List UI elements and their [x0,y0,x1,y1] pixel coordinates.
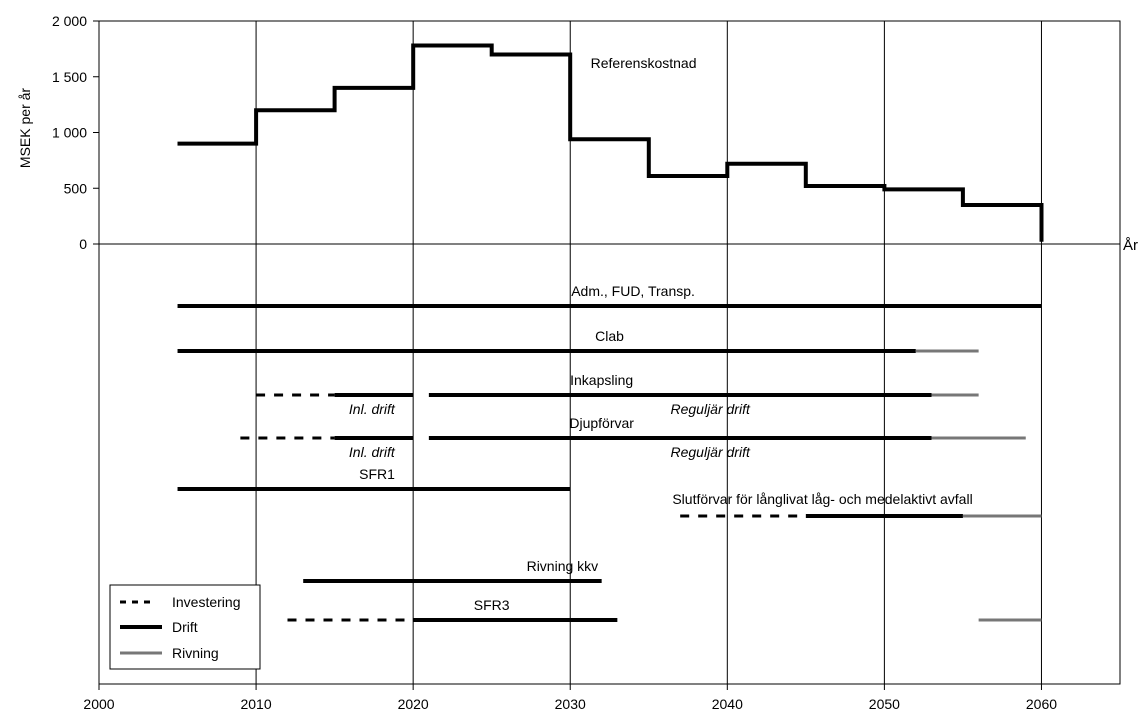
timeline-label-sfr3: SFR3 [474,597,510,613]
timeline-note-djupförvar: Inl. drift [349,444,396,460]
timeline-label-clab: Clab [595,328,624,344]
legend-label-rivning: Rivning [172,645,219,661]
x-tick-label: 2040 [712,696,743,712]
series-line-referenskostnad [177,43,1044,242]
timeline-label-adm-fud-transp: Adm., FUD, Transp. [571,283,695,299]
timeline-note-inkapsling: Inl. drift [349,401,396,417]
timeline-label-inkapsling: Inkapsling [570,372,633,388]
x-tick-label: 2060 [1026,696,1057,712]
timeline-label-sfr1: SFR1 [359,466,395,482]
plot-frame [98,20,1121,685]
timeline-note-djupförvar: Reguljär drift [670,444,750,460]
y-axis-ticks: 0 500 1 000 1 500 2 000 [52,13,99,252]
series-layer: Referenskostnad [177,43,1044,242]
y-axis-label: MSEK per år [17,88,33,168]
series-label-referenskostnad: Referenskostnad [591,55,697,71]
x-tick-label: 2030 [555,696,586,712]
y-tick-label: 2 000 [52,13,87,29]
x-tick-label: 2010 [240,696,271,712]
timeline-label-rivning-kkv: Rivning kkv [527,558,599,574]
timeline-note-inkapsling: Reguljär drift [670,401,750,417]
y-tick-label: 1 000 [52,125,87,141]
y-tick-label: 1 500 [52,69,87,85]
x-tick-label: 2000 [83,696,114,712]
x-tick-label: 2020 [398,696,429,712]
x-tick-label: 2050 [869,696,900,712]
legend-label-investering: Investering [172,594,240,610]
timeline-layer: Adm., FUD, Transp. Clab Inl. drift Reguljär… [177,283,1042,622]
legend: Investering Drift Rivning [109,584,261,670]
timeline-label-slutförvar-för-långlivat-låg-och-medelaktivt-avfall: Slutförvar för långlivat låg- och medela… [672,491,972,507]
y-tick-label: 500 [64,180,88,196]
timeline-label-djupförvar: Djupförvar [569,415,634,431]
grid-lines [255,21,1042,684]
y-tick-label: 0 [79,236,87,252]
legend-label-drift: Drift [172,619,198,635]
x-axis-ticks: 2000 2010 2020 2030 2040 2050 2060 [83,684,1057,712]
x-axis-label: År [1123,237,1138,254]
